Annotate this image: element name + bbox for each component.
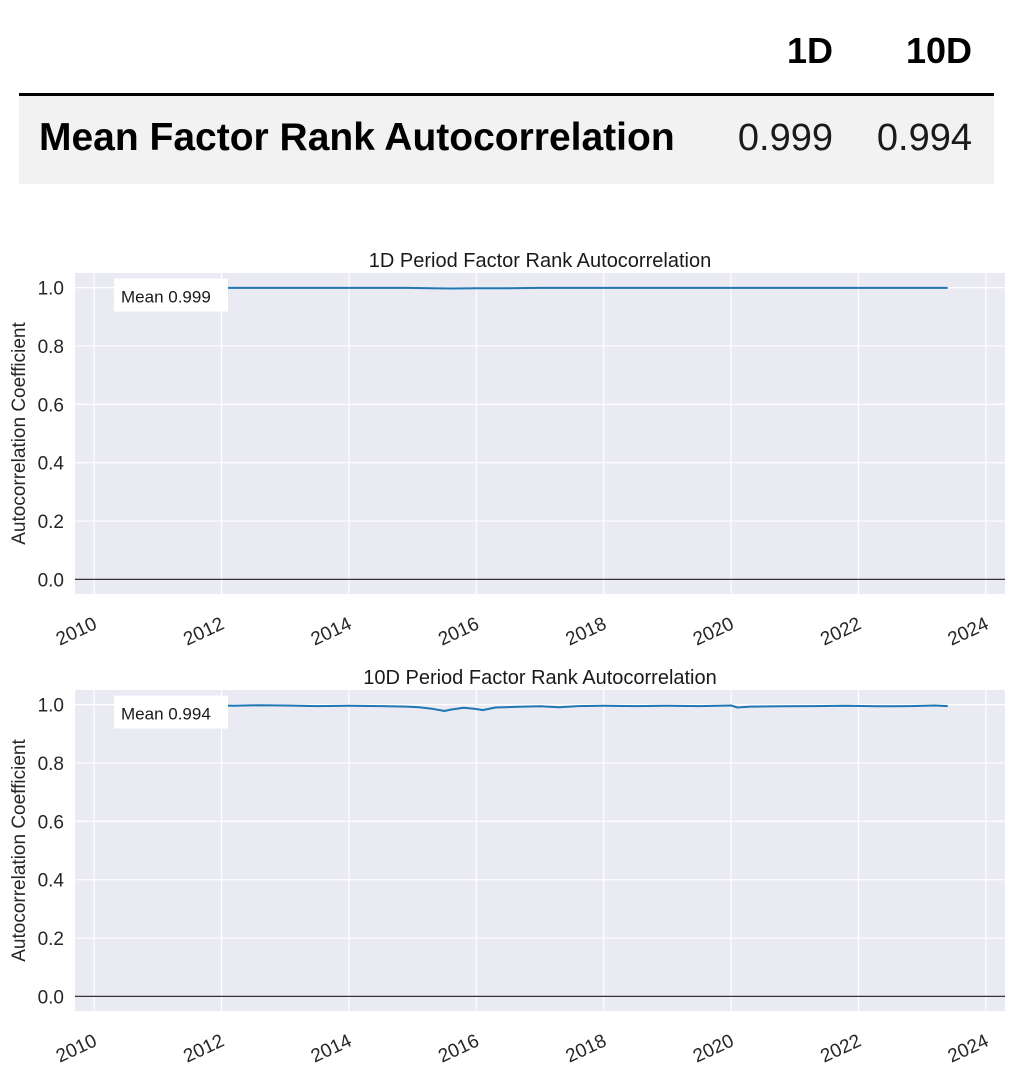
row-label: Mean Factor Rank Autocorrelation bbox=[39, 116, 675, 159]
annotation-box bbox=[114, 278, 228, 312]
x-tick-label: 2020 bbox=[690, 613, 737, 650]
summary-table: 1D 10D Mean Factor Rank Autocorrelation … bbox=[19, 0, 994, 190]
y-tick-label: 0.4 bbox=[38, 454, 65, 475]
chart-title: 1D Period Factor Rank Autocorrelation bbox=[369, 250, 711, 272]
series-line bbox=[215, 286, 948, 290]
y-tick-label: 0.8 bbox=[38, 754, 64, 775]
y-tick-label: 0.2 bbox=[38, 929, 64, 950]
chart-1d-svg: 1D Period Factor Rank Autocorrelation 201… bbox=[9, 250, 1005, 650]
value-1d: 0.999 bbox=[737, 117, 833, 159]
x-tick-label: 2018 bbox=[563, 613, 610, 650]
column-header-10d: 10D bbox=[905, 30, 972, 71]
x-tick-label: 2012 bbox=[180, 613, 227, 650]
table-row: Mean Factor Rank Autocorrelation 0.999 0… bbox=[19, 96, 994, 184]
y-axis-label: Autocorrelation Coefficient bbox=[9, 739, 30, 962]
series-line bbox=[215, 704, 948, 712]
x-tick-label: 2012 bbox=[180, 1030, 227, 1067]
x-tick-label: 2010 bbox=[53, 1030, 100, 1067]
x-tick-label: 2022 bbox=[817, 613, 864, 650]
x-tick-label: 2018 bbox=[563, 1030, 610, 1067]
x-tick-label: 2016 bbox=[435, 613, 482, 650]
y-tick-label: 1.0 bbox=[38, 696, 64, 717]
mean-annotation: Mean 0.994 bbox=[114, 695, 228, 729]
chart-10d-svg: 10D Period Factor Rank Autocorrelation 20… bbox=[9, 667, 1005, 1067]
x-tick-label: 2024 bbox=[945, 613, 993, 650]
chart-10d-autocorrelation: 10D Period Factor Rank Autocorrelation 20… bbox=[0, 657, 1022, 1069]
column-header-1d: 1D bbox=[786, 30, 833, 71]
x-tick-label: 2010 bbox=[53, 613, 100, 650]
mean-annotation: Mean 0.999 bbox=[114, 278, 228, 312]
y-tick-label: 0.0 bbox=[38, 987, 64, 1008]
y-tick-label: 0.2 bbox=[38, 512, 64, 533]
header-rule bbox=[19, 93, 994, 96]
annotation-text: Mean 0.999 bbox=[121, 288, 211, 307]
y-tick-label: 1.0 bbox=[38, 279, 64, 300]
chart-title: 10D Period Factor Rank Autocorrelation bbox=[363, 667, 717, 689]
y-axis-label: Autocorrelation Coefficient bbox=[9, 322, 30, 545]
y-tick-label: 0.4 bbox=[38, 871, 65, 892]
plot-area bbox=[75, 273, 1005, 594]
annotation-text: Mean 0.994 bbox=[121, 705, 211, 724]
y-tick-label: 0.6 bbox=[38, 812, 64, 833]
y-tick-label: 0.6 bbox=[38, 395, 64, 416]
y-tick-label: 0.0 bbox=[38, 570, 64, 591]
x-tick-label: 2014 bbox=[308, 1030, 356, 1067]
annotation-box bbox=[114, 695, 228, 729]
x-tick-label: 2022 bbox=[817, 1030, 864, 1067]
plot-area bbox=[75, 690, 1005, 1011]
value-10d: 0.994 bbox=[876, 117, 972, 159]
x-tick-label: 2024 bbox=[945, 1030, 993, 1067]
x-tick-label: 2020 bbox=[690, 1030, 737, 1067]
x-tick-label: 2016 bbox=[435, 1030, 482, 1067]
x-tick-label: 2014 bbox=[308, 613, 356, 650]
chart-1d-autocorrelation: 1D Period Factor Rank Autocorrelation 201… bbox=[0, 240, 1022, 656]
y-tick-label: 0.8 bbox=[38, 337, 64, 358]
